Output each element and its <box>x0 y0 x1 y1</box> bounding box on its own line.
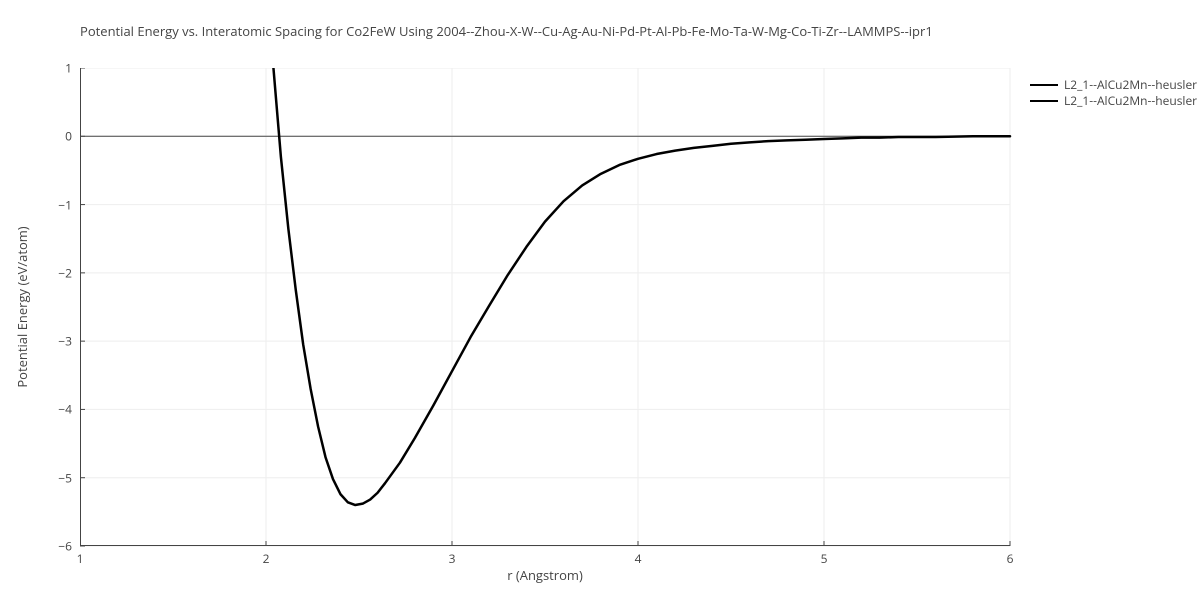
y-axis-label: Potential Energy (eV/atom) <box>13 226 31 387</box>
x-axis-label: r (Angstrom) <box>507 566 583 584</box>
legend-label: L2_1--AlCu2Mn--heusler <box>1064 76 1197 93</box>
legend-line-icon <box>1030 100 1058 102</box>
y-tick-label: 0 <box>65 128 72 145</box>
legend-line-icon <box>1030 84 1058 86</box>
y-tick-label: −6 <box>58 538 72 555</box>
x-tick-label: 6 <box>1007 550 1014 567</box>
y-tick-label: −3 <box>58 333 72 350</box>
y-tick-label: −4 <box>58 401 72 418</box>
y-tick-label: −2 <box>58 264 72 281</box>
legend-item[interactable]: L2_1--AlCu2Mn--heusler <box>1030 76 1197 93</box>
y-tick-label: −5 <box>58 469 72 486</box>
x-tick-label: 5 <box>821 550 828 567</box>
x-tick-label: 2 <box>263 550 270 567</box>
x-tick-label: 3 <box>449 550 456 567</box>
legend-label: L2_1--AlCu2Mn--heusler <box>1064 92 1197 109</box>
y-tick-label: −1 <box>58 196 72 213</box>
plot-area[interactable] <box>80 68 1012 548</box>
x-tick-label: 4 <box>635 550 642 567</box>
legend-item[interactable]: L2_1--AlCu2Mn--heusler <box>1030 92 1197 109</box>
chart-title: Potential Energy vs. Interatomic Spacing… <box>80 22 933 40</box>
x-tick-label: 1 <box>77 550 84 567</box>
y-tick-label: 1 <box>65 60 72 77</box>
